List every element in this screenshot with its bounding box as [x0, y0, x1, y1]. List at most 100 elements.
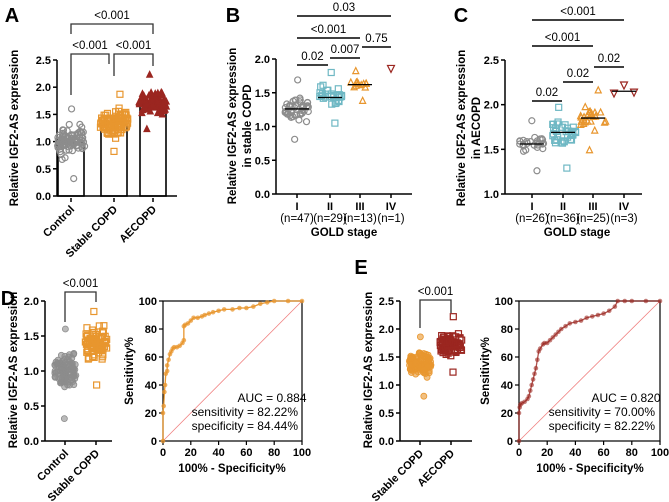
data-point [80, 142, 89, 150]
data-point [57, 363, 65, 371]
y-tick-label: 80 [145, 324, 157, 336]
data-point [519, 147, 528, 155]
x-tick-label: II [327, 201, 333, 213]
data-point [143, 124, 151, 133]
data-point [445, 337, 453, 345]
y-axis-title: Relative IGF2-AS expression [9, 50, 21, 207]
data-point [101, 338, 109, 347]
data-point [82, 340, 91, 348]
data-point [590, 107, 599, 116]
roc-point [188, 318, 194, 323]
data-point [64, 381, 71, 389]
data-point [70, 174, 78, 183]
data-point [302, 118, 311, 126]
data-point [317, 83, 325, 91]
auc-label: AUC = 0.884 [237, 391, 306, 405]
y-tick-label: 1.0 [255, 122, 270, 134]
x-tick-label: 40 [569, 447, 581, 459]
data-point [351, 66, 360, 75]
data-point [83, 332, 91, 340]
data-point [61, 325, 69, 333]
roc-point [164, 368, 170, 374]
data-point [585, 145, 594, 154]
data-point [60, 141, 68, 149]
panel-label-c: C [454, 5, 468, 27]
reference-diagonal [162, 300, 303, 442]
y-tick-label: 1.0 [36, 137, 51, 149]
roc-point [244, 305, 249, 311]
data-point [148, 100, 157, 109]
data-point [60, 415, 68, 423]
y-axis-title-2: in AECOPD [471, 97, 483, 159]
roc-point [181, 337, 187, 343]
x-tick-label: 80 [626, 447, 638, 459]
y-tick-label: 2.0 [379, 324, 394, 336]
roc-point [526, 393, 532, 399]
data-point [386, 64, 396, 74]
data-point [84, 355, 92, 363]
roc-point [160, 438, 166, 444]
data-point [358, 96, 367, 104]
data-point [590, 125, 599, 134]
p-value-label: 0.02 [301, 51, 323, 63]
data-point [153, 96, 162, 105]
y-tick-label: 40 [145, 380, 157, 392]
x-tick-label: 80 [268, 447, 280, 459]
roc-point [556, 329, 561, 335]
data-point [449, 368, 457, 376]
x-tick-label: Stable COPD [370, 448, 427, 502]
roc-point [563, 323, 568, 329]
data-point [146, 106, 155, 115]
data-point [581, 102, 590, 111]
y-tick-label: 60 [501, 352, 513, 364]
y-tick-label: 0 [507, 436, 513, 448]
n-label: (n=13) [343, 213, 377, 225]
y-tick-label: 2.5 [484, 55, 499, 67]
p-value-label: 0.007 [331, 44, 360, 56]
data-point [140, 91, 148, 99]
bar [139, 103, 167, 197]
data-point [303, 98, 312, 107]
roc-point [612, 304, 618, 309]
roc-point [590, 314, 595, 319]
data-point [100, 322, 108, 330]
data-point [350, 82, 359, 91]
data-point [90, 307, 98, 316]
roc-point [657, 298, 663, 304]
panel-label-a: A [5, 5, 19, 27]
y-axis-title: Relative IGF2-AS expression [363, 292, 375, 449]
p-value-label: <0.001 [560, 6, 596, 18]
data-point [84, 331, 92, 339]
y-tick-label: 0.5 [255, 155, 270, 167]
p-value-label: <0.001 [63, 278, 99, 290]
n-label: (n=26) [515, 213, 549, 225]
data-point [586, 116, 595, 125]
p-value-label: <0.001 [545, 32, 581, 44]
data-point [304, 103, 312, 111]
data-point [93, 381, 101, 389]
significance-bracket [64, 291, 97, 302]
data-point [456, 335, 464, 343]
roc-point [185, 321, 191, 326]
data-point [555, 103, 563, 111]
data-point [83, 348, 91, 356]
y-tick-label: 40 [501, 380, 513, 392]
n-label: (n=29) [313, 213, 347, 225]
data-point [319, 81, 327, 89]
data-point [123, 121, 131, 129]
data-point [116, 129, 125, 137]
panel-label-b: B [226, 5, 240, 27]
data-point [538, 136, 547, 144]
data-point [362, 78, 371, 87]
roc-point [161, 403, 166, 409]
roc-point [264, 300, 270, 305]
data-point [59, 126, 67, 134]
data-point [148, 95, 156, 103]
roc-point [629, 298, 635, 304]
y-tick-label: 0.5 [24, 401, 39, 413]
specificity-label: specificity = 84.44% [192, 419, 299, 433]
y-tick-label: 60 [145, 352, 157, 364]
data-point [589, 112, 598, 121]
y-tick-label: 20 [145, 408, 157, 420]
